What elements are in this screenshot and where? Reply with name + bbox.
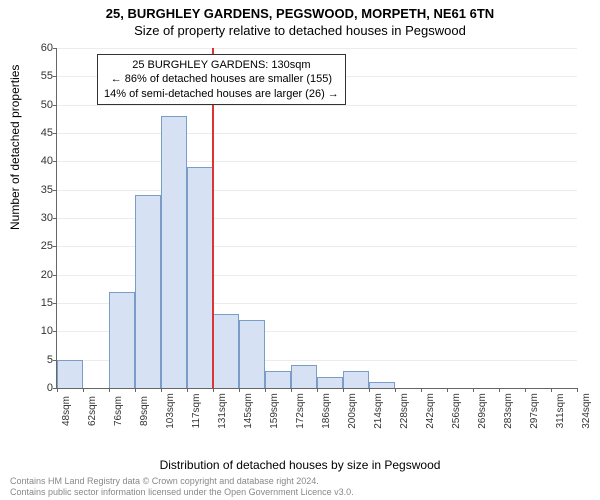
info-box: 25 BURGHLEY GARDENS: 130sqm ← 86% of det… bbox=[97, 54, 346, 105]
x-tick-label: 214sqm bbox=[373, 393, 384, 429]
histogram-bar bbox=[239, 320, 265, 388]
x-tick-mark bbox=[473, 388, 474, 392]
x-tick-label: 200sqm bbox=[347, 393, 358, 429]
x-tick-label: 256sqm bbox=[451, 393, 462, 429]
x-axis-label: Distribution of detached houses by size … bbox=[0, 458, 600, 472]
page-subtitle: Size of property relative to detached ho… bbox=[0, 21, 600, 38]
x-tick-mark bbox=[239, 388, 240, 392]
y-tick-mark bbox=[53, 190, 57, 191]
x-tick-label: 131sqm bbox=[217, 393, 228, 429]
histogram-bar bbox=[187, 167, 213, 388]
x-tick-label: 89sqm bbox=[139, 396, 150, 426]
x-tick-label: 269sqm bbox=[477, 393, 488, 429]
y-tick-label: 0 bbox=[27, 382, 53, 394]
y-tick-mark bbox=[53, 105, 57, 106]
x-tick-mark bbox=[317, 388, 318, 392]
gridline bbox=[57, 161, 577, 162]
x-tick-mark bbox=[525, 388, 526, 392]
y-tick-mark bbox=[53, 275, 57, 276]
info-line-1: 25 BURGHLEY GARDENS: 130sqm bbox=[104, 58, 339, 72]
histogram-bar bbox=[135, 195, 161, 388]
y-tick-label: 20 bbox=[27, 269, 53, 281]
y-tick-mark bbox=[53, 246, 57, 247]
x-tick-mark bbox=[499, 388, 500, 392]
gridline bbox=[57, 190, 577, 191]
x-tick-mark bbox=[109, 388, 110, 392]
y-tick-label: 15 bbox=[27, 297, 53, 309]
y-tick-mark bbox=[53, 303, 57, 304]
x-tick-mark bbox=[395, 388, 396, 392]
histogram-bar bbox=[213, 314, 239, 388]
histogram-bar bbox=[317, 377, 343, 388]
x-tick-mark bbox=[369, 388, 370, 392]
x-tick-mark bbox=[447, 388, 448, 392]
histogram-bar bbox=[57, 360, 83, 388]
x-tick-label: 103sqm bbox=[165, 393, 176, 429]
y-tick-label: 10 bbox=[27, 325, 53, 337]
x-tick-mark bbox=[265, 388, 266, 392]
histogram-bar bbox=[161, 116, 187, 388]
y-tick-label: 45 bbox=[27, 127, 53, 139]
y-tick-mark bbox=[53, 161, 57, 162]
chart-area: 05101520253035404550556048sqm62sqm76sqm8… bbox=[56, 48, 576, 418]
y-tick-label: 60 bbox=[27, 42, 53, 54]
histogram-bar bbox=[369, 382, 395, 388]
x-tick-mark bbox=[135, 388, 136, 392]
footer-line-1: Contains HM Land Registry data © Crown c… bbox=[10, 476, 354, 487]
y-tick-label: 35 bbox=[27, 184, 53, 196]
histogram-bar bbox=[265, 371, 291, 388]
x-tick-mark bbox=[291, 388, 292, 392]
x-tick-label: 145sqm bbox=[243, 393, 254, 429]
gridline bbox=[57, 48, 577, 49]
x-tick-label: 48sqm bbox=[61, 396, 72, 426]
y-tick-mark bbox=[53, 218, 57, 219]
footer-line-2: Contains public sector information licen… bbox=[10, 487, 354, 498]
x-tick-mark bbox=[57, 388, 58, 392]
plot-area: 05101520253035404550556048sqm62sqm76sqm8… bbox=[56, 48, 577, 389]
page-title: 25, BURGHLEY GARDENS, PEGSWOOD, MORPETH,… bbox=[0, 0, 600, 21]
y-tick-label: 40 bbox=[27, 155, 53, 167]
x-tick-label: 283sqm bbox=[503, 393, 514, 429]
footer: Contains HM Land Registry data © Crown c… bbox=[10, 476, 354, 498]
x-tick-label: 242sqm bbox=[425, 393, 436, 429]
chart-container: 25, BURGHLEY GARDENS, PEGSWOOD, MORPETH,… bbox=[0, 0, 600, 500]
x-tick-label: 62sqm bbox=[87, 396, 98, 426]
y-tick-label: 55 bbox=[27, 70, 53, 82]
y-tick-label: 25 bbox=[27, 240, 53, 252]
y-tick-mark bbox=[53, 331, 57, 332]
x-tick-label: 186sqm bbox=[321, 393, 332, 429]
x-tick-label: 76sqm bbox=[113, 396, 124, 426]
x-tick-label: 324sqm bbox=[581, 393, 592, 429]
y-axis-label: Number of detached properties bbox=[8, 65, 22, 230]
histogram-bar bbox=[109, 292, 135, 388]
x-tick-mark bbox=[161, 388, 162, 392]
y-tick-mark bbox=[53, 133, 57, 134]
info-line-3: 14% of semi-detached houses are larger (… bbox=[104, 87, 339, 101]
x-tick-mark bbox=[551, 388, 552, 392]
x-tick-mark bbox=[421, 388, 422, 392]
gridline bbox=[57, 133, 577, 134]
x-tick-label: 311sqm bbox=[555, 394, 566, 429]
y-tick-label: 50 bbox=[27, 99, 53, 111]
x-tick-label: 117sqm bbox=[191, 394, 202, 429]
x-tick-label: 297sqm bbox=[529, 393, 540, 429]
y-tick-label: 30 bbox=[27, 212, 53, 224]
info-line-2: ← 86% of detached houses are smaller (15… bbox=[104, 72, 339, 86]
x-tick-label: 159sqm bbox=[269, 393, 280, 429]
histogram-bar bbox=[343, 371, 369, 388]
x-tick-mark bbox=[83, 388, 84, 392]
y-tick-mark bbox=[53, 76, 57, 77]
y-tick-mark bbox=[53, 48, 57, 49]
x-tick-mark bbox=[187, 388, 188, 392]
x-tick-mark bbox=[577, 388, 578, 392]
histogram-bar bbox=[291, 365, 317, 388]
x-tick-mark bbox=[213, 388, 214, 392]
x-tick-label: 172sqm bbox=[295, 393, 306, 429]
x-tick-mark bbox=[343, 388, 344, 392]
x-tick-label: 228sqm bbox=[399, 393, 410, 429]
y-tick-label: 5 bbox=[27, 354, 53, 366]
